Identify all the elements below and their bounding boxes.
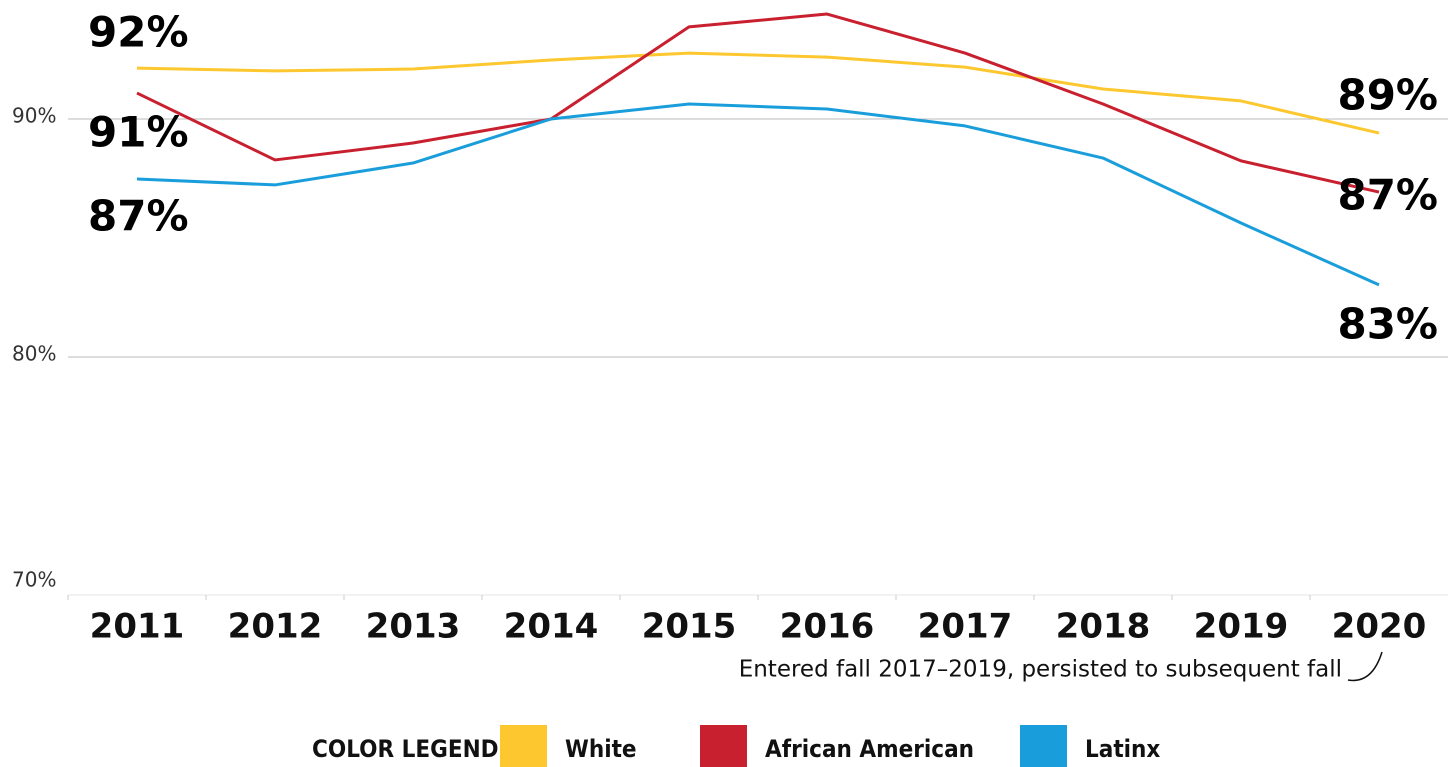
- x-tick-label: 2014: [504, 607, 599, 647]
- legend-swatch: [700, 725, 747, 767]
- legend-label: Latinx: [1085, 735, 1160, 763]
- x-tick-label: 2012: [228, 607, 323, 647]
- x-tick-label: 2017: [918, 607, 1013, 647]
- series-line: [136, 51, 1380, 135]
- y-tick-label: 70%: [12, 568, 56, 592]
- legend-label: White: [565, 735, 637, 763]
- annotation: Entered fall 2017–2019, persisted to sub…: [739, 657, 1342, 683]
- value-label: 89%: [1337, 71, 1438, 120]
- x-tick-label: 2018: [1056, 607, 1151, 647]
- x-tick-label: 2013: [366, 607, 461, 647]
- value-label: 87%: [1337, 171, 1438, 220]
- y-tick-label: 90%: [12, 104, 56, 128]
- x-tick-label: 2016: [780, 607, 875, 647]
- x-tick-label: 2019: [1194, 607, 1289, 647]
- x-tick-label: 2020: [1332, 607, 1427, 647]
- series-line: [136, 102, 1380, 287]
- legend-swatch: [500, 725, 547, 767]
- legend-title: COLOR LEGEND: [312, 735, 499, 763]
- value-label: 91%: [88, 108, 189, 157]
- annotation-curve: [1347, 651, 1383, 682]
- value-label: 87%: [88, 191, 189, 240]
- x-tick-label: 2015: [642, 607, 737, 647]
- y-tick-label: 80%: [12, 342, 56, 366]
- value-label: 92%: [88, 8, 189, 57]
- value-label: 83%: [1337, 299, 1438, 348]
- legend-swatch: [1020, 725, 1067, 767]
- x-tick-label: 2011: [90, 607, 185, 647]
- series-line: [136, 12, 1380, 194]
- legend-label: African American: [765, 735, 974, 763]
